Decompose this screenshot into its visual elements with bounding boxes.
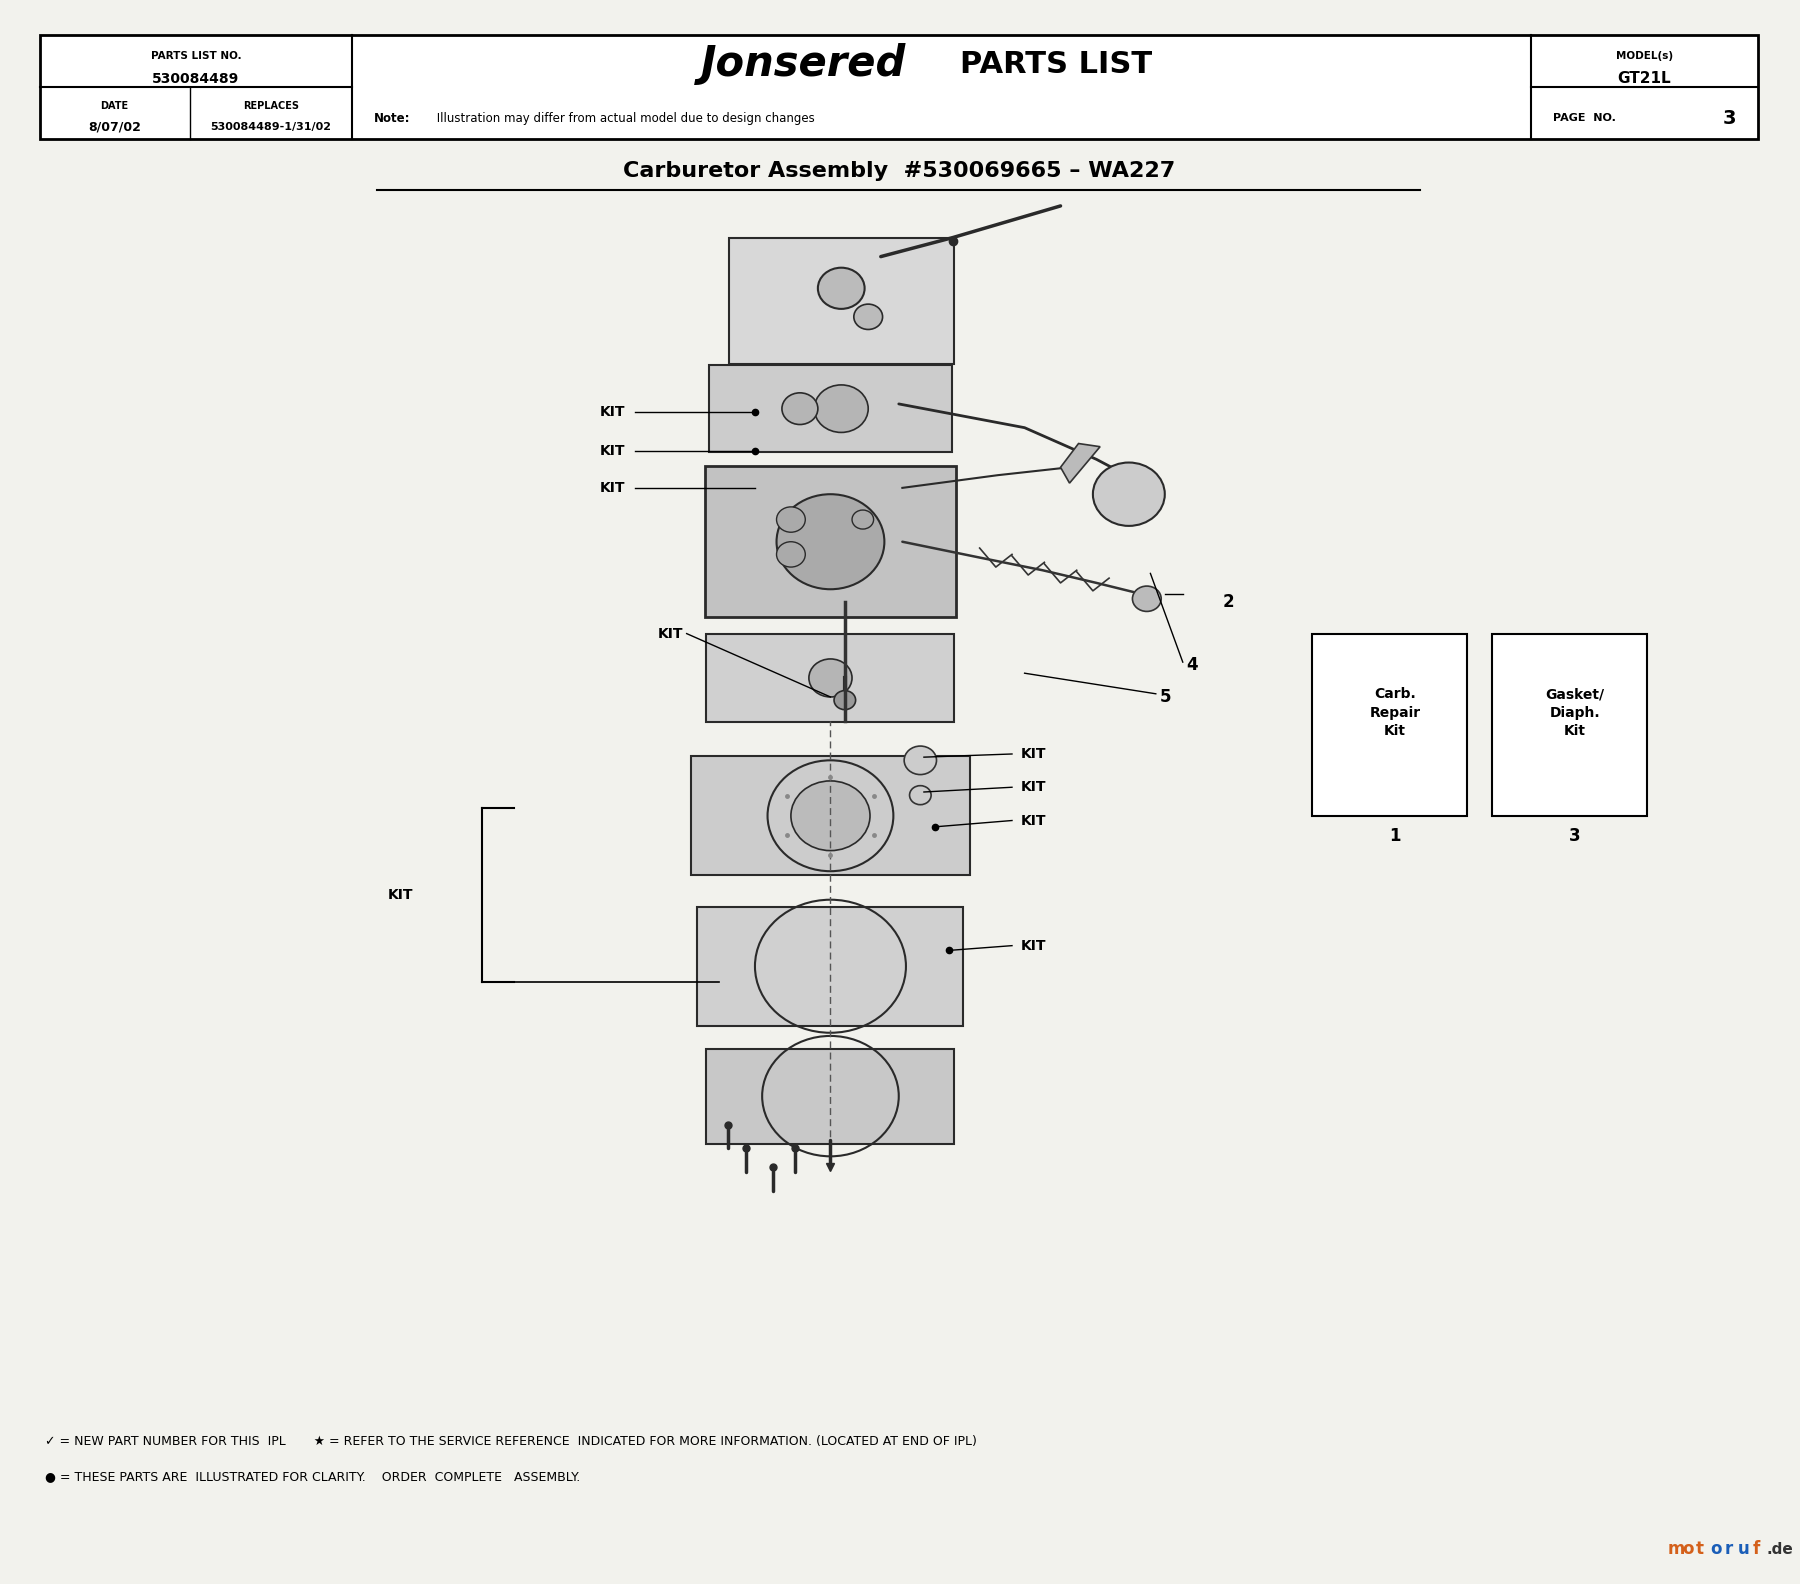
Text: KIT: KIT <box>1021 781 1046 794</box>
Text: u: u <box>1739 1540 1750 1559</box>
Polygon shape <box>706 1049 954 1144</box>
Text: PAGE  NO.: PAGE NO. <box>1553 114 1616 124</box>
Bar <box>1492 634 1647 816</box>
Text: REPLACES: REPLACES <box>243 101 299 111</box>
Circle shape <box>776 507 805 532</box>
Bar <box>1312 634 1467 816</box>
Text: KIT: KIT <box>599 482 626 494</box>
Text: r: r <box>1724 1540 1732 1559</box>
Circle shape <box>1093 463 1165 526</box>
Text: GT21L: GT21L <box>1618 71 1672 86</box>
Circle shape <box>790 781 869 851</box>
Text: Carb.
Repair
Kit: Carb. Repair Kit <box>1370 687 1420 738</box>
Text: t: t <box>1696 1540 1705 1559</box>
Text: DATE: DATE <box>101 101 128 111</box>
Text: 4: 4 <box>1186 656 1199 675</box>
Circle shape <box>776 542 805 567</box>
Text: 3: 3 <box>1570 827 1580 846</box>
Circle shape <box>776 494 884 589</box>
Circle shape <box>909 786 931 805</box>
Text: KIT: KIT <box>389 889 414 901</box>
Text: MODEL(s): MODEL(s) <box>1616 51 1674 60</box>
Circle shape <box>814 385 868 432</box>
Circle shape <box>808 659 851 697</box>
Text: KIT: KIT <box>657 627 682 640</box>
Polygon shape <box>706 635 954 722</box>
Text: 1: 1 <box>1390 827 1400 846</box>
Text: 530084489: 530084489 <box>153 71 239 86</box>
Text: KIT: KIT <box>599 406 626 418</box>
Text: o: o <box>1683 1540 1694 1559</box>
Polygon shape <box>691 757 970 874</box>
Text: KIT: KIT <box>1021 748 1046 760</box>
Text: Illustration may differ from actual model due to design changes: Illustration may differ from actual mode… <box>434 112 815 125</box>
Text: .de: .de <box>1766 1541 1793 1557</box>
Text: m: m <box>1669 1540 1685 1559</box>
Text: Jonsered: Jonsered <box>700 43 905 86</box>
Text: f: f <box>1751 1540 1759 1559</box>
Text: 2: 2 <box>1222 592 1235 611</box>
Text: KIT: KIT <box>1021 814 1046 827</box>
Circle shape <box>904 746 936 775</box>
Text: 530084489-1/31/02: 530084489-1/31/02 <box>211 122 331 131</box>
Bar <box>40 35 1759 139</box>
Text: KIT: KIT <box>1021 939 1046 952</box>
Text: Carburetor Assembly  #530069665 – WA227: Carburetor Assembly #530069665 – WA227 <box>623 162 1175 181</box>
Circle shape <box>781 393 817 425</box>
Text: PARTS LIST: PARTS LIST <box>959 49 1152 79</box>
Text: ✓ = NEW PART NUMBER FOR THIS  IPL       ★ = REFER TO THE SERVICE REFERENCE  INDI: ✓ = NEW PART NUMBER FOR THIS IPL ★ = REF… <box>45 1435 977 1448</box>
Text: KIT: KIT <box>599 445 626 458</box>
Text: PARTS LIST NO.: PARTS LIST NO. <box>151 51 241 60</box>
Polygon shape <box>704 466 956 616</box>
Circle shape <box>833 691 855 710</box>
Text: 8/07/02: 8/07/02 <box>88 120 140 133</box>
Circle shape <box>853 304 882 329</box>
Circle shape <box>851 510 873 529</box>
Text: ● = THESE PARTS ARE  ILLUSTRATED FOR CLARITY.    ORDER  COMPLETE   ASSEMBLY.: ● = THESE PARTS ARE ILLUSTRATED FOR CLAR… <box>45 1470 580 1483</box>
Polygon shape <box>729 238 954 364</box>
Text: 5: 5 <box>1159 687 1172 706</box>
Polygon shape <box>697 906 963 1026</box>
Circle shape <box>1132 586 1161 611</box>
Text: Gasket/
Diaph.
Kit: Gasket/ Diaph. Kit <box>1544 687 1604 738</box>
Text: Note:: Note: <box>374 112 410 125</box>
Circle shape <box>817 268 864 309</box>
Polygon shape <box>1060 444 1100 483</box>
Text: o: o <box>1710 1540 1721 1559</box>
Text: 3: 3 <box>1723 109 1737 128</box>
Polygon shape <box>709 366 952 453</box>
